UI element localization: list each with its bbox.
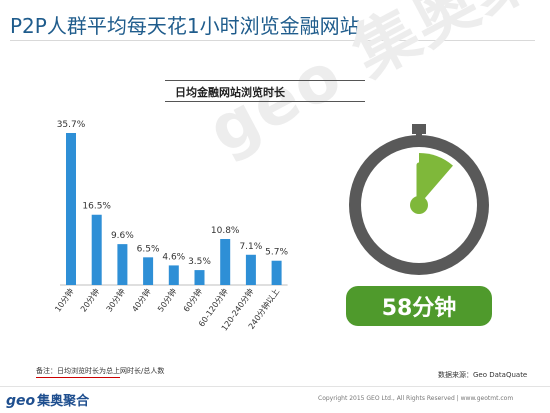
bar xyxy=(66,133,76,285)
bar xyxy=(168,265,179,285)
bar xyxy=(271,260,282,285)
bar-value-label: 3.5% xyxy=(188,257,211,267)
bar-value-label: 7.1% xyxy=(239,242,262,252)
category-label: 30分钟 xyxy=(104,286,127,313)
bar xyxy=(143,257,154,285)
data-source: 数据来源：Geo DataQuate xyxy=(438,371,528,379)
category-label: 40分钟 xyxy=(130,286,153,313)
bar-value-label: 4.6% xyxy=(162,252,185,262)
chart-title-rule-bottom xyxy=(165,101,365,102)
bar-value-label: 10.8% xyxy=(211,226,240,236)
chart-title-rule-top xyxy=(165,80,365,81)
bar xyxy=(117,244,128,285)
chart-title: 日均金融网站浏览时长 xyxy=(175,86,285,99)
gauge-sector xyxy=(419,153,453,205)
bar xyxy=(245,254,256,285)
bar xyxy=(194,270,205,285)
gauge-knob-stem xyxy=(416,133,422,137)
bar-value-label: 5.7% xyxy=(265,248,288,258)
category-label: 50分钟 xyxy=(155,286,178,313)
time-badge: 58分钟 xyxy=(346,286,492,326)
footnote-underline xyxy=(36,377,120,378)
bar-value-label: 16.5% xyxy=(82,202,111,212)
bar-value-label: 35.7% xyxy=(57,120,86,130)
title-divider xyxy=(10,40,535,41)
footnote: 备注：日均浏览时长为总上网时长/总人数 xyxy=(36,367,165,375)
brand-logo: geo 集奥聚合 xyxy=(6,390,89,409)
logo-geo-text: geo xyxy=(6,393,36,409)
gauge-hub xyxy=(410,196,428,214)
category-label: 20分钟 xyxy=(78,286,101,313)
category-label: 60分钟 xyxy=(181,286,204,313)
category-label: 10分钟 xyxy=(52,286,75,313)
gauge-knob xyxy=(412,124,426,134)
clock-gauge xyxy=(349,124,489,275)
time-value: 58分钟 xyxy=(381,296,457,321)
copyright: Copyright 2015 GEO Ltd., All Rights Rese… xyxy=(318,395,514,402)
logo-cn-text: 集奥聚合 xyxy=(37,394,90,409)
bar-series: 35.7% 10分钟 16.5% 20分钟 9.6% 30分钟 6.5% 40分钟 4.6% 50… xyxy=(52,120,288,333)
footer-divider xyxy=(0,386,550,387)
page-title: P2P人群平均每天花1小时浏览金融网站 xyxy=(10,14,360,38)
bar-value-label: 9.6% xyxy=(111,231,134,241)
bar xyxy=(220,239,231,285)
bar-value-label: 6.5% xyxy=(137,244,160,254)
bar xyxy=(91,214,102,285)
